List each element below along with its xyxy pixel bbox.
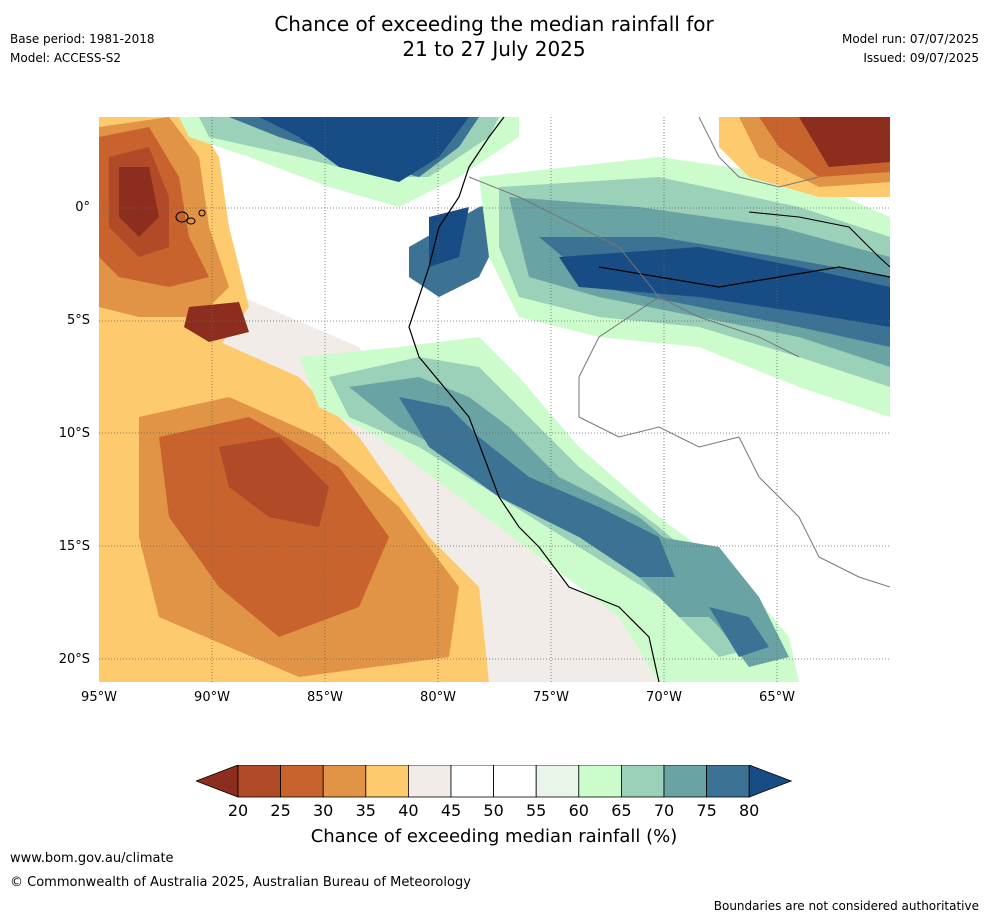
colorbar-tick-label: 75 [696, 801, 717, 820]
colorbar-arrow-low [196, 765, 239, 798]
lon-label-85w: 85°W [307, 690, 343, 705]
colorbar-segment [620, 765, 665, 798]
colorbar-tick-label: 20 [227, 801, 249, 820]
title-line-2: 21 to 27 July 2025 [402, 37, 586, 61]
footer-copyright: © Commonwealth of Australia 2025, Austra… [10, 875, 471, 890]
colorbar-segment [407, 765, 452, 798]
colorbar-segment [450, 765, 494, 798]
meta-right: Model run: 07/07/2025 Issued: 09/07/2025 [842, 30, 979, 68]
colorbar-tick-label: 40 [398, 801, 419, 820]
base-period: Base period: 1981-2018 [10, 32, 155, 46]
lon-label-75w: 75°W [533, 690, 569, 705]
colorbar-tick-label: 50 [483, 801, 504, 820]
model-name: Model: ACCESS-S2 [10, 51, 122, 65]
colorbar-tick-label: 30 [313, 801, 334, 820]
issued-date: Issued: 09/07/2025 [863, 51, 979, 65]
colorbar-tick-label: 60 [568, 801, 589, 820]
rainfall-map [99, 117, 890, 682]
lon-label-95w: 95°W [81, 690, 117, 705]
model-run: Model run: 07/07/2025 [841, 32, 979, 46]
colorbar-segment [237, 765, 281, 798]
lon-label-90w: 90°W [194, 690, 230, 705]
colorbar-segment [493, 765, 537, 798]
lat-label-5s: 5°S [66, 313, 90, 328]
colorbar-label: Chance of exceeding median rainfall (%) [310, 826, 678, 847]
footer-url: www.bom.gov.au/climate [10, 851, 174, 866]
lon-label-80w: 80°W [420, 690, 456, 705]
footer-disclaimer: Boundaries are not considered authoritat… [713, 899, 979, 913]
map-title: Chance of exceeding the median rainfall … [0, 12, 988, 62]
colorbar-tick-label: 55 [526, 801, 547, 820]
colorbar-tick-label: 25 [270, 801, 291, 820]
lat-label-15s: 15°S [58, 539, 90, 554]
colorbar-segment [535, 765, 580, 798]
colorbar-tick-label: 65 [611, 801, 632, 820]
lat-label-20s: 20°S [58, 652, 90, 667]
lon-label-70w: 70°W [646, 690, 682, 705]
title-line-1: Chance of exceeding the median rainfall … [274, 12, 714, 36]
colorbar-tick-label: 45 [440, 801, 462, 820]
colorbar-segment [663, 765, 707, 798]
colorbar-segment [322, 765, 367, 798]
lat-label-10s: 10°S [58, 426, 90, 441]
colorbar-tick-label: 80 [739, 801, 760, 820]
colorbar-segment [365, 765, 409, 798]
colorbar-tick-label: 70 [653, 801, 675, 820]
colorbar-segment [280, 765, 324, 798]
meta-left: Base period: 1981-2018 Model: ACCESS-S2 [10, 30, 155, 68]
colorbar [196, 765, 793, 798]
rainfall-map-svg [99, 117, 890, 682]
lat-label-0: 0° [75, 200, 90, 215]
colorbar-segment [706, 765, 750, 798]
colorbar-arrow-high [748, 765, 793, 798]
colorbar-tick-label: 35 [355, 801, 376, 820]
colorbar-segment [578, 765, 622, 798]
lon-label-65w: 65°W [759, 690, 795, 705]
